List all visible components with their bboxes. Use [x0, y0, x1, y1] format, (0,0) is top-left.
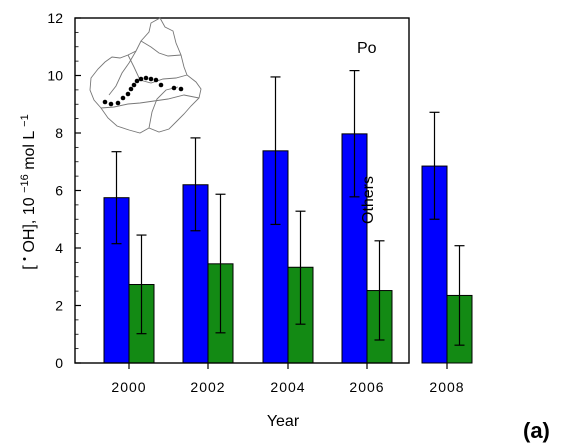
sampling-point	[102, 99, 108, 105]
x-tick-label-2004: 2004	[270, 379, 305, 395]
y-axis-label-species: OH], 10	[21, 197, 38, 252]
sampling-point	[125, 91, 131, 97]
x-tick-label-2008: 2008	[429, 379, 464, 395]
map-inset	[89, 17, 202, 134]
y-axis-label-unit-exponent: −1	[19, 114, 31, 127]
series-label-po: Po	[357, 40, 377, 57]
axes-layer: 0 2 4 6 8 10 12 2000 2002 2004 2006 2008	[47, 10, 464, 395]
sampling-point	[115, 100, 121, 106]
y-axis-label-unit: mol L	[21, 131, 38, 170]
sampling-point	[148, 76, 154, 82]
x-tick-label-2000: 2000	[111, 379, 146, 395]
series-label-others: Others	[360, 176, 377, 224]
y-tick-label: 8	[55, 125, 63, 141]
y-axis-label-exponent: −16	[19, 174, 31, 193]
y-axis-label-prefix: [	[21, 265, 38, 270]
y-tick-label: 4	[55, 240, 63, 256]
y-axis-label: [ • OH], 10 −16 mol L −1	[15, 114, 38, 269]
sampling-point	[171, 85, 177, 91]
svg-text:[ • OH], 10: [ • OH], 10 −16 mol L −1	[15, 114, 38, 269]
sampling-point	[158, 82, 164, 88]
sampling-point	[153, 77, 159, 83]
sampling-point	[108, 101, 114, 107]
x-tick-label-2006: 2006	[349, 379, 384, 395]
errorbars-layer	[111, 70, 465, 346]
sampling-point	[134, 78, 140, 84]
sampling-point	[120, 95, 126, 101]
y-tick-label: 10	[47, 68, 63, 84]
y-axis-label-radical-dot: •	[19, 257, 31, 261]
x-axis-label: Year	[267, 413, 300, 430]
y-tick-label: 2	[55, 298, 63, 314]
sampling-point	[178, 86, 184, 92]
sampling-point	[128, 86, 134, 92]
sampling-point	[138, 76, 144, 82]
y-tick-label: 12	[47, 10, 63, 26]
sampling-point	[131, 82, 137, 88]
x-tick-label-2002: 2002	[190, 379, 225, 395]
map-sampling-points	[102, 75, 184, 107]
sampling-point	[143, 75, 149, 81]
y-tick-label: 0	[55, 355, 63, 371]
y-tick-label: 6	[55, 183, 63, 199]
panel-label: (a)	[523, 418, 550, 443]
